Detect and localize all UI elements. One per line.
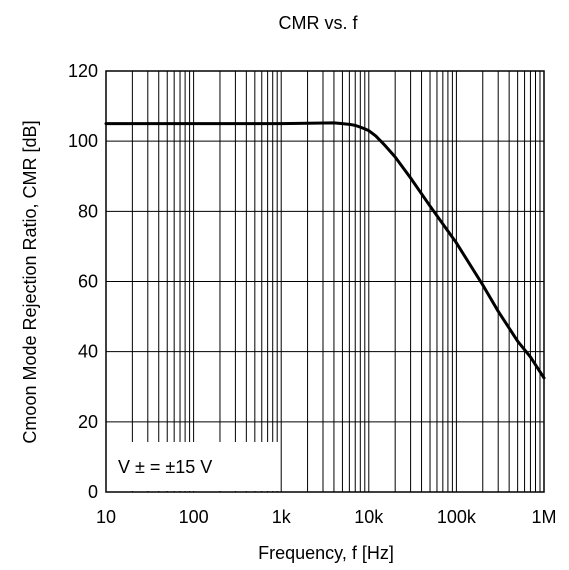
cmr-series-line (104, 121, 546, 380)
x-tick-label: 1k (272, 507, 292, 527)
plot-frame (105, 70, 545, 493)
x-tick-label: 10 (96, 507, 116, 527)
x-tick-label: 1M (531, 507, 556, 527)
y-tick-label: 40 (78, 342, 98, 362)
y-tick-label: 80 (78, 201, 98, 221)
y-tick-label: 100 (68, 131, 98, 151)
y-tick-label: 60 (78, 272, 98, 292)
tick-label-layer: 0 20 40 60 80 100 120 10 100 1k 10k 100k 1M (68, 61, 557, 527)
chart-title: CMR vs. f (279, 13, 359, 33)
series-layer (104, 121, 546, 380)
x-tick-label: 100k (437, 507, 477, 527)
x-axis-label: Frequency, f [Hz] (258, 543, 394, 563)
y-tick-label: 20 (78, 412, 98, 432)
y-axis-label: Cmoon Mode Rejection Ratio, CMR [dB] (20, 120, 40, 443)
y-tick-label: 0 (88, 482, 98, 502)
grid-layer (105, 70, 545, 493)
supply-voltage-annotation: V ± = ±15 V (118, 457, 212, 477)
x-tick-label: 10k (354, 507, 384, 527)
y-tick-label: 120 (68, 61, 98, 81)
annotation-box (106, 442, 279, 491)
x-tick-label: 100 (179, 507, 209, 527)
